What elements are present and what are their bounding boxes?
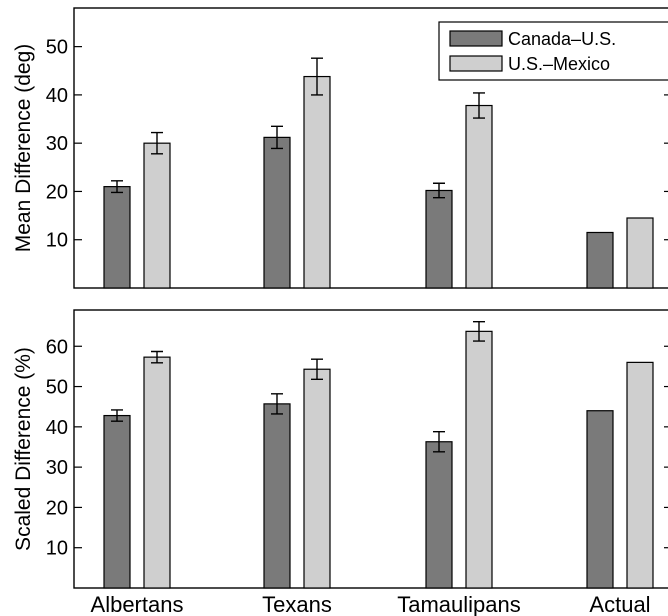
top-y-tick-label-50: 50 bbox=[46, 37, 68, 59]
legend-label-us-mexico: U.S.–Mexico bbox=[508, 54, 610, 74]
top-y-ticks: 10 20 30 40 50 bbox=[46, 37, 668, 252]
bottom-bar-texans-u-s-mexico-error-bar bbox=[311, 358, 323, 380]
top-plot-frame bbox=[73, 7, 668, 289]
top-y-tick-label-30: 30 bbox=[46, 133, 68, 155]
top-bar-tamaulipans-canada-u-s-error-bar bbox=[433, 182, 445, 199]
top-bar-albertans-canada-u-s bbox=[103, 186, 131, 289]
top-bar-texans-u-s-mexico bbox=[303, 75, 331, 289]
top-y-tick-label-10: 10 bbox=[46, 230, 68, 252]
bottom-y-tick-label-10: 10 bbox=[46, 538, 68, 560]
legend: Canada–U.S. U.S.–Mexico bbox=[438, 21, 668, 81]
top-bar-albertans-canada-u-s-error-bar bbox=[111, 180, 123, 194]
bottom-bar-tamaulipans-canada-u-s bbox=[425, 441, 453, 589]
top-bar-tamaulipans-u-s-mexico-error-bar bbox=[473, 92, 485, 119]
bottom-y-ticks: 10 20 30 40 50 60 bbox=[46, 336, 668, 560]
bottom-bar-tamaulipans-u-s-mexico bbox=[465, 330, 493, 589]
bottom-bar-albertans-u-s-mexico bbox=[143, 356, 171, 589]
legend-swatch-canada-us bbox=[449, 30, 503, 47]
bottom-y-tick-label-60: 60 bbox=[46, 336, 68, 358]
bottom-y-axis-title: Scaled Difference (%) bbox=[12, 347, 35, 551]
top-panel: Mean Difference (deg) 10 20 30 40 50 Canada–… bbox=[12, 7, 668, 289]
bottom-bar-albertans-canada-u-s-error-bar bbox=[111, 409, 123, 422]
bottom-bar-actual-canada-u-s bbox=[586, 410, 614, 589]
bottom-bar-texans-canada-u-s bbox=[263, 403, 291, 589]
bottom-y-tick-label-20: 20 bbox=[46, 497, 68, 519]
bottom-bar-albertans-u-s-mexico-error-bar bbox=[151, 350, 163, 364]
category-label-tamaulipans: Tamaulipans bbox=[397, 592, 521, 616]
bottom-y-tick-label-50: 50 bbox=[46, 377, 68, 399]
top-bar-texans-canada-u-s-error-bar bbox=[271, 125, 283, 150]
bottom-plot-frame bbox=[73, 309, 668, 589]
bottom-bar-tamaulipans-canada-u-s-error-bar bbox=[433, 430, 445, 453]
top-bar-albertans-u-s-mexico bbox=[143, 142, 171, 289]
top-y-tick-label-40: 40 bbox=[46, 85, 68, 107]
top-bar-actual-u-s-mexico bbox=[626, 217, 654, 289]
top-bars bbox=[103, 57, 654, 289]
top-y-tick-label-20: 20 bbox=[46, 181, 68, 203]
category-label-texans: Texans bbox=[262, 592, 332, 616]
legend-label-canada-us: Canada–U.S. bbox=[508, 29, 616, 49]
top-bar-tamaulipans-u-s-mexico bbox=[465, 104, 493, 289]
bottom-bar-actual-u-s-mexico bbox=[626, 361, 654, 589]
top-bar-tamaulipans-canada-u-s bbox=[425, 189, 453, 289]
bottom-bar-tamaulipans-u-s-mexico-error-bar bbox=[473, 320, 485, 342]
category-label-actual: Actual bbox=[589, 592, 650, 616]
top-bar-texans-u-s-mexico-error-bar bbox=[311, 57, 323, 96]
bottom-y-tick-label-30: 30 bbox=[46, 457, 68, 479]
bottom-bar-albertans-canada-u-s bbox=[103, 414, 131, 589]
bottom-y-tick-label-40: 40 bbox=[46, 417, 68, 439]
top-bar-texans-canada-u-s bbox=[263, 136, 291, 289]
legend-swatch-us-mexico bbox=[449, 55, 503, 72]
top-y-axis-title: Mean Difference (deg) bbox=[12, 44, 35, 253]
bottom-bar-texans-u-s-mexico bbox=[303, 368, 331, 589]
top-bar-actual-canada-u-s bbox=[586, 231, 614, 289]
category-label-albertans: Albertans bbox=[91, 592, 184, 616]
bottom-bars bbox=[103, 320, 654, 589]
bottom-bar-texans-canada-u-s-error-bar bbox=[271, 393, 283, 415]
top-bar-albertans-u-s-mexico-error-bar bbox=[151, 131, 163, 155]
bottom-panel: Scaled Difference (%) 10 20 30 40 50 60 bbox=[12, 309, 668, 589]
x-category-labels: Albertans Texans Tamaulipans Actual bbox=[91, 592, 651, 616]
